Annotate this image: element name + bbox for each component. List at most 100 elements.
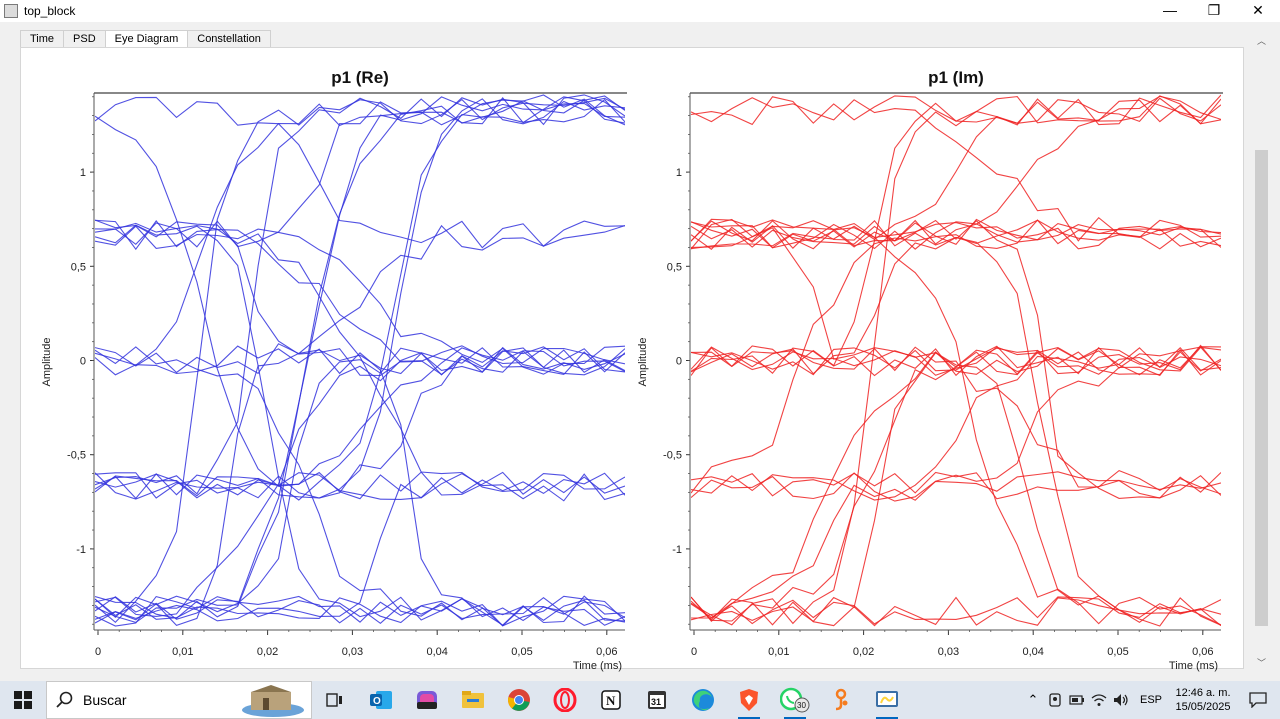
x-axis-label: Time (ms): [1169, 660, 1218, 672]
eye-trace: [95, 595, 625, 627]
eye-trace: [95, 219, 625, 372]
eye-trace: [691, 471, 1221, 619]
taskbar: Buscar O N 31 30: [0, 681, 1280, 719]
restore-button[interactable]: ❐: [1207, 1, 1221, 18]
tab-constellation[interactable]: Constellation: [187, 30, 271, 48]
x-tick-label: 0,06: [1192, 646, 1213, 658]
x-tick-label: 0,05: [1107, 646, 1128, 658]
x-tick-label: 0,01: [172, 646, 193, 658]
x-tick-label: 0,05: [511, 646, 532, 658]
eye-trace: [691, 220, 1221, 626]
eye-trace: [95, 98, 625, 619]
eye-trace: [95, 95, 625, 501]
tab-time[interactable]: Time: [20, 30, 65, 48]
eye-trace: [691, 219, 1221, 499]
python-app-icon[interactable]: [864, 681, 910, 719]
y-axis-label: Amplitude: [637, 338, 649, 387]
vertical-scrollbar[interactable]: ︿ ﹀: [1253, 32, 1270, 672]
eye-trace: [95, 347, 625, 617]
eye-trace: [95, 346, 625, 618]
outlook-icon[interactable]: O: [358, 681, 404, 719]
chart-title: p1 (Re): [331, 68, 389, 87]
eye-trace: [95, 219, 625, 377]
x-tick-label: 0,02: [257, 646, 278, 658]
start-button[interactable]: [0, 681, 46, 719]
eye-trace: [95, 96, 625, 366]
window-controls: — ❐ ✕: [1148, 0, 1280, 22]
eye-trace: [95, 347, 625, 499]
whatsapp-icon[interactable]: 30: [772, 681, 818, 719]
git-app-icon[interactable]: [818, 681, 864, 719]
eye-trace: [95, 94, 625, 495]
wifi-icon[interactable]: [1088, 681, 1110, 719]
clock[interactable]: 12:46 a. m. 15/05/2025: [1170, 686, 1236, 714]
eye-trace: [691, 95, 1221, 626]
eye-trace: [691, 347, 1221, 501]
x-tick-label: 0,04: [1022, 646, 1043, 658]
title-bar: top_block — ❐ ✕: [0, 0, 1280, 22]
close-button[interactable]: ✕: [1252, 1, 1264, 18]
calendar-icon[interactable]: 31: [634, 681, 680, 719]
y-tick-label: 1: [80, 167, 86, 179]
eye-trace: [691, 94, 1221, 250]
volume-icon[interactable]: [1110, 681, 1132, 719]
edge-icon[interactable]: [680, 681, 726, 719]
opera-icon[interactable]: [542, 681, 588, 719]
scroll-up-icon[interactable]: ︿: [1256, 36, 1266, 46]
eye-trace: [95, 596, 625, 627]
chart-title: p1 (Im): [928, 68, 984, 87]
x-tick-label: 0,04: [426, 646, 447, 658]
search-placeholder: Buscar: [83, 692, 127, 708]
m365-icon[interactable]: [404, 681, 450, 719]
chart-im: p1 (Im) -1 -0,5 0 0,5 1 0 0,01 0,02 0,03 0,04 0,05 0…: [637, 68, 1223, 672]
notion-icon[interactable]: N: [588, 681, 634, 719]
chart-re: p1 (Re) -1 -0,5 0 0,5 1 0 0,01 0,02 0,03 0,04 0,05 0…: [41, 68, 627, 672]
eye-trace: [95, 595, 625, 627]
y-tick-label: 0,5: [71, 261, 86, 273]
brave-icon[interactable]: [726, 681, 772, 719]
eye-trace: [691, 596, 1221, 627]
eye-trace: [691, 218, 1221, 623]
eye-trace: [691, 219, 1221, 375]
trace-group: [691, 94, 1221, 627]
eye-trace: [95, 225, 625, 375]
task-view-icon[interactable]: [312, 681, 358, 719]
chevron-up-icon[interactable]: ⌃: [1027, 692, 1039, 707]
file-explorer-icon[interactable]: [450, 681, 496, 719]
chrome-icon[interactable]: [496, 681, 542, 719]
eye-trace: [95, 224, 625, 627]
y-tick-label: -0,5: [67, 450, 86, 462]
eye-trace: [95, 347, 625, 627]
eye-trace: [691, 347, 1221, 376]
eye-trace: [691, 346, 1221, 495]
eye-trace: [95, 472, 625, 500]
eye-trace: [691, 471, 1221, 500]
eye-trace: [95, 97, 625, 624]
whatsapp-badge: 30: [797, 701, 806, 710]
eye-trace: [95, 472, 625, 622]
notifications-icon[interactable]: [1236, 681, 1280, 719]
clock-time: 12:46 a. m.: [1175, 687, 1231, 699]
trace-group: [95, 94, 625, 627]
scrollbar-thumb[interactable]: [1255, 150, 1268, 626]
search-box[interactable]: Buscar: [46, 681, 312, 719]
minimize-button[interactable]: —: [1163, 2, 1177, 18]
windows-logo-icon: [14, 691, 32, 709]
x-tick-label: 0,03: [342, 646, 363, 658]
language-indicator[interactable]: ESP: [1139, 694, 1162, 706]
eye-trace: [691, 95, 1221, 126]
y-tick-label: -1: [672, 544, 682, 556]
eye-trace: [95, 96, 625, 249]
eye-trace: [691, 348, 1221, 502]
y-tick-label: 0: [80, 356, 86, 368]
scroll-down-icon[interactable]: ﹀: [1256, 658, 1266, 668]
y-tick-label: 0,5: [667, 261, 682, 273]
search-icon: [56, 691, 73, 708]
eye-trace: [691, 97, 1221, 250]
x-axis-label: Time (ms): [573, 660, 622, 672]
eye-diagram-plots: p1 (Re) -1 -0,5 0 0,5 1 0 0,01 0,02 0,03 0,04 0,05 0…: [41, 68, 1223, 672]
tab-eye-diagram[interactable]: Eye Diagram: [104, 30, 189, 49]
meet-now-icon[interactable]: [1044, 681, 1066, 719]
battery-icon[interactable]: [1066, 681, 1088, 719]
calendar-day: 31: [651, 697, 661, 707]
